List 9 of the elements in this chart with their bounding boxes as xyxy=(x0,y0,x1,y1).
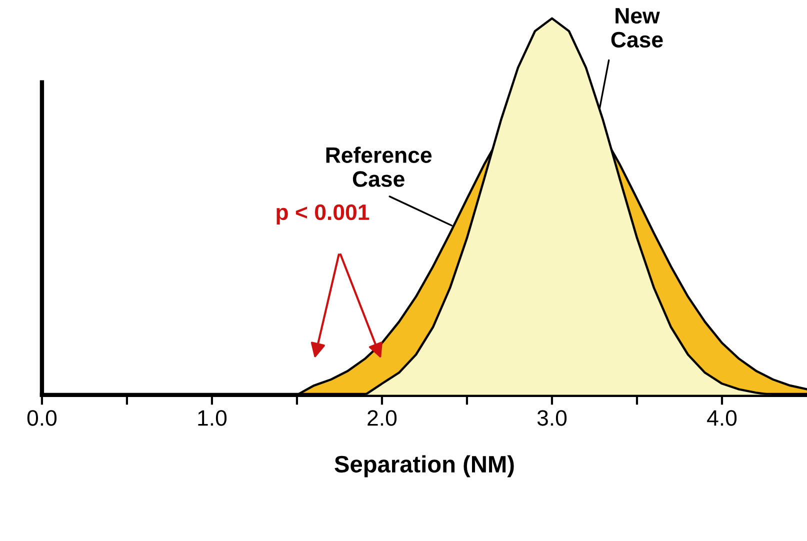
annotation: p < 0.001 xyxy=(276,204,370,225)
x-tick-label: 1.0 xyxy=(198,410,227,426)
x-tick-label: 4.0 xyxy=(707,410,737,426)
x-tick-label: 0.0 xyxy=(27,410,57,426)
series-label: Reference Case xyxy=(326,146,432,187)
series-label: New Case xyxy=(611,8,663,48)
x-axis-title: Separation (NM) xyxy=(334,455,514,478)
x-tick-label: 3.0 xyxy=(537,410,567,426)
x-tick-label: 2.0 xyxy=(368,410,397,426)
